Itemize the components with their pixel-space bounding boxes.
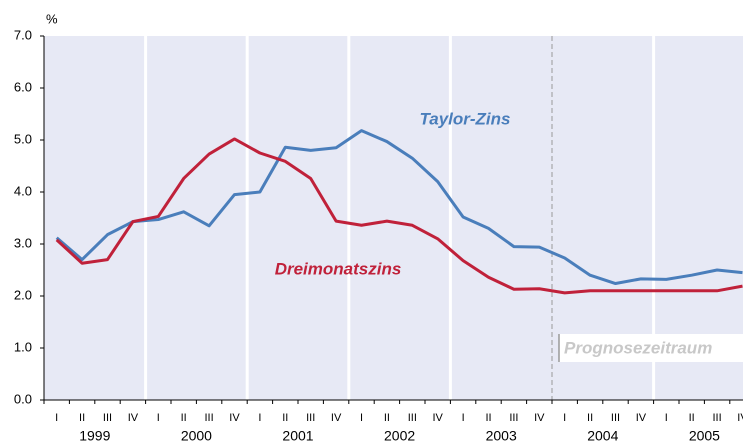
x-tick-label: II [384,412,390,424]
x-tick-label: IV [534,412,545,424]
x-tick-label: I [55,412,58,424]
x-tick-label: III [205,412,214,424]
y-unit: % [46,11,58,26]
y-tick-label: 3.0 [14,235,32,250]
x-tick-label: II [79,412,85,424]
series-label: Taylor-Zins [420,109,511,128]
y-tick-label: 6.0 [14,79,32,94]
x-tick-label: III [509,412,518,424]
x-tick-label: III [306,412,315,424]
series-label: Dreimonatszins [275,259,402,278]
x-tick-label: II [282,412,288,424]
line-series [55,137,743,295]
year-label: 2005 [689,428,720,443]
x-tick-label: I [462,412,465,424]
year-label: 2003 [486,428,517,443]
x-tick-label: II [689,412,695,424]
forecast-label: Prognosezeitraum [564,338,712,357]
x-tick-label: III [103,412,112,424]
y-tick-label: 0.0 [14,391,32,406]
y-tick-label: 4.0 [14,183,32,198]
y-tick-label: 5.0 [14,131,32,146]
forecast-box [559,334,743,362]
x-tick-label: III [611,412,620,424]
x-tick-label: IV [737,412,743,424]
x-tick-label: II [587,412,593,424]
x-tick-label: I [157,412,160,424]
x-tick-label: III [713,412,722,424]
x-tick-label: I [360,412,363,424]
x-tick-label: I [665,412,668,424]
year-label: 2000 [181,428,212,443]
x-tick-label: IV [636,412,647,424]
x-tick-label: IV [229,412,240,424]
x-tick-label: II [181,412,187,424]
x-tick-label: IV [128,412,139,424]
line-series [55,129,743,286]
year-label: 2001 [282,428,313,443]
x-tick-label: IV [331,412,342,424]
y-tick-label: 2.0 [14,287,32,302]
y-tick-label: 1.0 [14,339,32,354]
year-label: 1999 [79,428,110,443]
x-tick-label: I [258,412,261,424]
x-tick-label: II [485,412,491,424]
x-tick-label: IV [432,412,443,424]
x-tick-label: I [563,412,566,424]
year-label: 2002 [384,428,415,443]
x-tick-label: III [408,412,417,424]
y-tick-label: 7.0 [14,27,32,42]
year-label: 2004 [587,428,618,443]
